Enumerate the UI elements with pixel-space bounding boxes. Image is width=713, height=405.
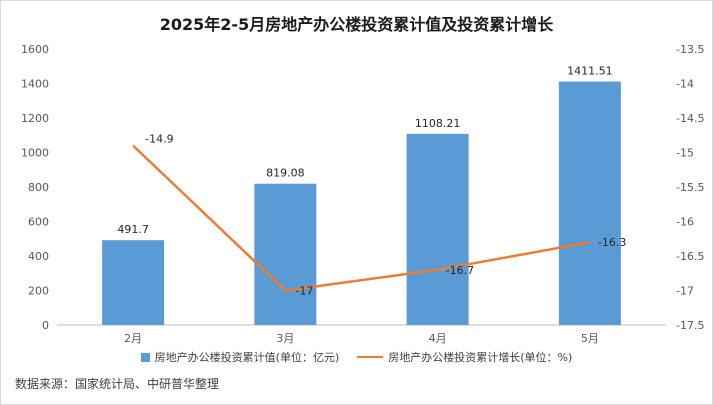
bar-series <box>102 81 621 325</box>
bar-value-label: 1411.51 <box>567 65 613 78</box>
category-label: 3月 <box>276 332 294 345</box>
legend-label-bar: 房地产办公楼投资累计值(单位：亿元) <box>154 351 340 364</box>
bar <box>558 81 621 325</box>
left-tick-label: 600 <box>28 216 49 229</box>
line-value-label: -14.9 <box>145 133 173 146</box>
right-tick-label: -15 <box>676 147 694 160</box>
legend-item-bar: 房地产办公楼投资累计值(单位：亿元) <box>140 349 340 365</box>
left-axis-ticks: 0 200 400 600 800 1000 1200 1400 1600 <box>21 43 49 332</box>
legend-swatch-line <box>357 356 384 358</box>
line-value-label: -17 <box>295 285 313 298</box>
left-tick-label: 1000 <box>21 147 49 160</box>
right-tick-label: -16 <box>676 216 694 229</box>
bar-value-label: 491.7 <box>117 223 149 236</box>
left-tick-label: 1600 <box>21 43 49 56</box>
line-value-label: -16.3 <box>598 236 626 249</box>
legend-label-line: 房地产办公楼投资累计增长(单位：%) <box>388 351 573 364</box>
right-tick-label: -15.5 <box>676 181 704 194</box>
line-value-label: -16.7 <box>446 264 474 277</box>
growth-line <box>132 144 591 292</box>
bar-value-label: 819.08 <box>266 167 305 180</box>
category-label: 2月 <box>124 332 142 345</box>
chart-title: 2025年2-5月房地产办公楼投资累计值及投资累计增长 <box>159 15 554 34</box>
right-tick-label: -17.5 <box>676 319 704 332</box>
left-tick-label: 1200 <box>21 112 49 125</box>
bar <box>406 133 469 325</box>
category-label: 4月 <box>429 332 447 345</box>
legend-item-line: 房地产办公楼投资累计增长(单位：%) <box>357 349 572 365</box>
right-tick-label: -16.5 <box>676 250 704 263</box>
right-tick-label: -17 <box>676 285 694 298</box>
line-series <box>132 144 591 292</box>
legend: 房地产办公楼投资累计值(单位：亿元) 房地产办公楼投资累计增长(单位：%) <box>1 349 712 365</box>
left-tick-label: 200 <box>28 285 49 298</box>
right-tick-label: -14 <box>676 78 694 91</box>
left-tick-label: 400 <box>28 250 49 263</box>
bar <box>254 183 317 325</box>
category-label: 5月 <box>581 332 599 345</box>
right-tick-label: -14.5 <box>676 112 704 125</box>
left-tick-label: 1400 <box>21 78 49 91</box>
legend-swatch-bar <box>140 352 150 362</box>
source-note: 数据来源：国家统计局、中研普华整理 <box>15 377 220 391</box>
bar <box>102 240 165 325</box>
bar-data-labels: 491.7 819.08 1108.21 1411.51 <box>117 65 612 237</box>
line-data-labels: -14.9 -17 -16.7 -16.3 <box>145 133 626 298</box>
right-tick-label: -13.5 <box>676 43 704 56</box>
left-tick-label: 800 <box>28 181 49 194</box>
right-axis-ticks: -17.5 -17 -16.5 -16 -15.5 -15 -14.5 -14 -13.5 <box>676 43 704 332</box>
bar-value-label: 1108.21 <box>415 117 461 130</box>
left-tick-label: 0 <box>42 319 49 332</box>
category-labels: 2月 3月 4月 5月 <box>124 332 599 345</box>
